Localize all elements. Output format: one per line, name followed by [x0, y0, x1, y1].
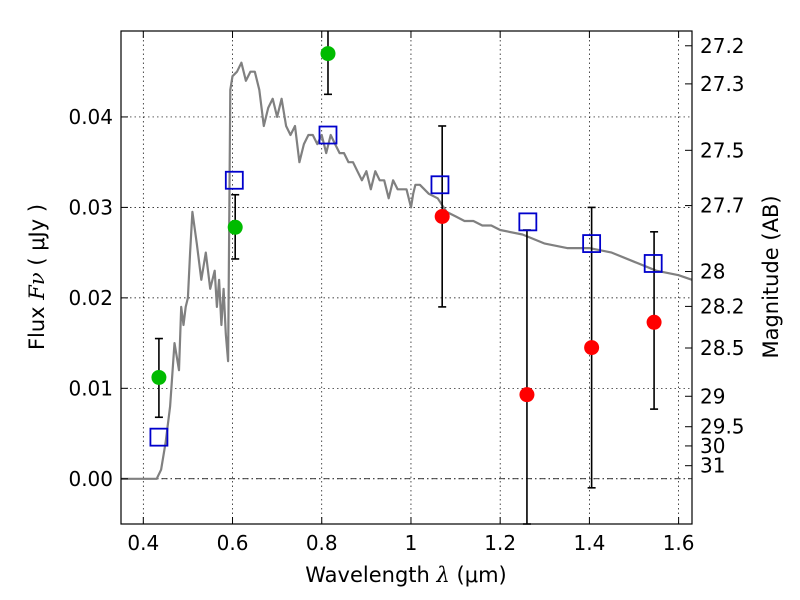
detection-point — [151, 369, 167, 385]
x-tick-label: 1.6 — [663, 531, 695, 555]
y2-tick-label: 27.2 — [700, 34, 745, 58]
model_photometry-square — [582, 234, 602, 253]
y2-tick-label: 30 — [700, 434, 725, 458]
plot-frame — [120, 30, 693, 525]
x-tick-label: 0.4 — [127, 531, 159, 555]
y2-tick-label: 28.2 — [700, 294, 745, 318]
x-tick-label: 0.8 — [306, 531, 338, 555]
y2-tick-label: 31 — [700, 454, 725, 478]
series-model_photometry — [149, 125, 663, 447]
y2-axis-title: Magnitude (AB) — [759, 195, 783, 358]
model-spectrum — [121, 61, 693, 480]
x-tick-label: 0.6 — [217, 531, 249, 555]
model_photometry-square — [518, 212, 538, 232]
y2-tick-label: 29.5 — [700, 415, 745, 439]
y-tick-label: 0.00 — [68, 467, 113, 491]
y-tick-label: 0.03 — [68, 195, 113, 219]
y-tick-labels: 0.00 0.01 0.02 0.03 0.04 — [68, 105, 113, 491]
detection-point — [320, 46, 336, 62]
y2-tick-label: 28 — [700, 260, 725, 284]
model_photometry-square — [643, 254, 663, 273]
model_photometry-square — [149, 427, 169, 447]
y2-tick-label: 29 — [700, 384, 725, 408]
series-measurement — [434, 125, 662, 525]
measurement-point — [584, 340, 600, 356]
axis-ticks — [121, 31, 692, 524]
data-points — [149, 31, 663, 525]
series-detection — [151, 31, 336, 419]
y2-tick-label: 27.3 — [700, 72, 745, 96]
model_photometry-square — [318, 125, 338, 145]
model_photometry-square — [430, 175, 450, 195]
model-spectrum-line — [121, 61, 693, 480]
x-tick-label: 1.2 — [484, 531, 516, 555]
y-tick-label: 0.04 — [68, 105, 113, 129]
x-tick-label: 1.4 — [573, 531, 605, 555]
y2-tick-label: 27.5 — [700, 138, 745, 162]
x-axis-title: Wavelength λ (μm) — [305, 563, 506, 587]
detection-point — [227, 219, 243, 235]
grid — [121, 31, 692, 524]
x-tick-labels: 0.4 0.6 0.8 1 1.2 1.4 1.6 — [127, 531, 694, 555]
measurement-point — [434, 208, 450, 224]
model_photometry-square — [224, 170, 244, 190]
x-tick-label: 1 — [405, 531, 418, 555]
y-axis-title: Flux Fν ( μJy ) — [25, 204, 49, 350]
y2-tick-label: 28.5 — [700, 336, 745, 360]
y-tick-label: 0.01 — [68, 376, 113, 400]
y-tick-label: 0.02 — [68, 286, 113, 310]
measurement-point — [519, 387, 535, 403]
y2-tick-label: 27.7 — [700, 194, 745, 218]
measurement-point — [646, 314, 662, 330]
